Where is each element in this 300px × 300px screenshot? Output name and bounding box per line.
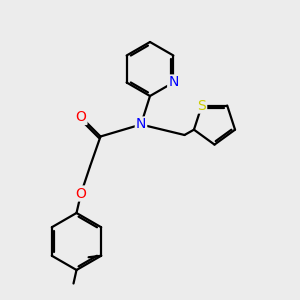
Text: N: N	[136, 118, 146, 131]
Text: O: O	[76, 187, 86, 200]
Text: S: S	[197, 98, 206, 112]
Text: O: O	[76, 110, 86, 124]
Text: N: N	[168, 76, 178, 89]
